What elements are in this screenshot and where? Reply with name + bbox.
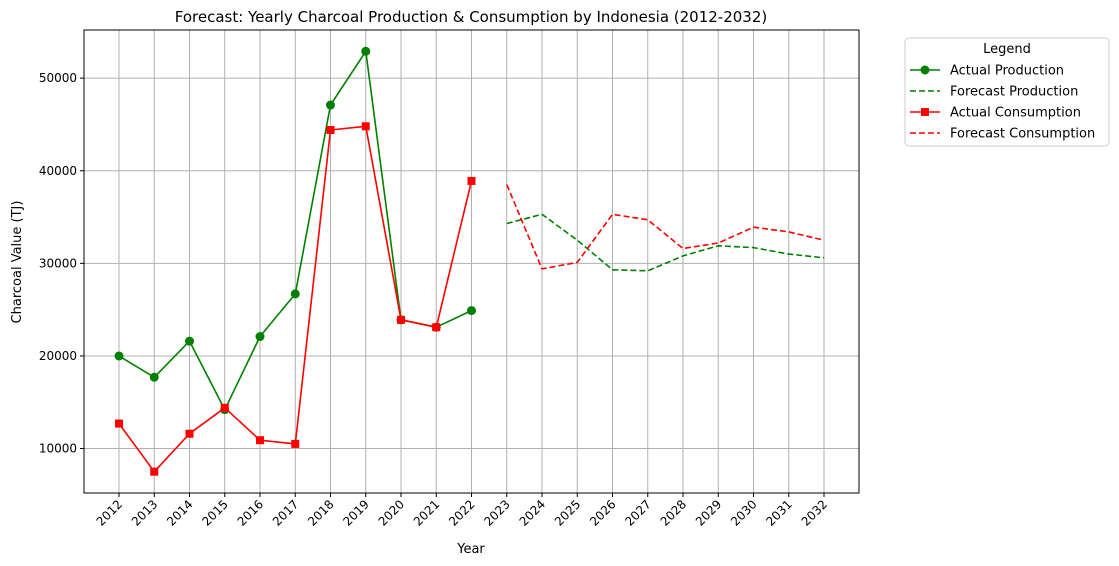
actual-consumption-point	[256, 436, 264, 445]
x-tick-label: 2014	[164, 497, 195, 528]
legend-marker-actual-production	[920, 65, 930, 75]
y-tick-label: 20000	[39, 349, 77, 363]
x-tick-label: 2017	[270, 497, 301, 528]
x-tick-label: 2022	[446, 497, 477, 528]
y-tick-label: 30000	[39, 256, 77, 270]
legend: Legend Actual Production Forecast Product…	[904, 37, 1110, 147]
x-tick-label: 2031	[763, 497, 794, 528]
x-tick-label: 2025	[552, 497, 583, 528]
legend-label-forecast-production: Forecast Production	[950, 85, 1078, 100]
actual-consumption-point	[220, 403, 229, 412]
y-tick-label: 10000	[39, 442, 77, 456]
x-tick-label: 2019	[340, 497, 371, 528]
y-axis-label: Charcoal Value (TJ)	[10, 201, 25, 324]
forecast-production-line	[506, 213, 825, 272]
series-forecast-consumption	[506, 184, 825, 270]
actual-consumption-point	[185, 429, 194, 438]
chart-title: Forecast: Yearly Charcoal Production & C…	[175, 8, 768, 26]
x-tick-label: 2020	[376, 497, 407, 528]
x-tick-label: 2018	[305, 497, 336, 528]
x-tick-label: 2027	[622, 497, 653, 528]
x-tick-label: 2024	[517, 497, 548, 528]
actual-production-point	[361, 46, 371, 56]
actual-consumption-point	[291, 439, 300, 448]
actual-consumption-point	[432, 323, 441, 332]
actual-production-point	[149, 372, 159, 382]
actual-production-point	[467, 306, 476, 316]
plot-area	[114, 46, 825, 476]
actual-consumption-point	[115, 419, 123, 428]
legend-box	[904, 37, 1110, 147]
actual-production-point	[290, 289, 300, 299]
x-axis-label: Year	[456, 542, 485, 557]
x-tick-label: 2032	[799, 497, 830, 528]
y-axis: 10000 20000 30000 40000 50000	[39, 71, 84, 456]
x-tick-label: 2030	[728, 497, 759, 528]
actual-consumption-point	[326, 126, 335, 135]
series-actual-consumption	[115, 122, 476, 476]
legend-title: Legend	[983, 42, 1031, 57]
x-tick-label: 2029	[693, 497, 724, 528]
actual-consumption-point	[397, 315, 405, 324]
actual-production-point	[185, 336, 194, 346]
series-forecast-production	[506, 213, 825, 272]
y-tick-label: 50000	[39, 71, 77, 85]
x-tick-label: 2023	[481, 497, 512, 528]
x-tick-label: 2026	[587, 497, 618, 528]
actual-consumption-point	[361, 122, 370, 131]
x-tick-label: 2015	[199, 497, 230, 528]
actual-production-point	[255, 332, 265, 342]
grid-lines	[84, 30, 859, 493]
x-tick-label: 2028	[658, 497, 689, 528]
x-tick-label: 2021	[411, 497, 442, 528]
legend-label-forecast-consumption: Forecast Consumption	[950, 127, 1095, 142]
y-tick-label: 40000	[39, 164, 77, 178]
legend-label-actual-consumption: Actual Consumption	[950, 106, 1081, 121]
actual-production-point	[326, 100, 335, 110]
legend-items: Actual Production Forecast Production Actu…	[910, 64, 1095, 142]
x-tick-label: 2016	[235, 497, 266, 528]
x-tick-label: 2012	[94, 497, 125, 528]
actual-production-point	[114, 351, 124, 361]
forecast-consumption-line	[506, 184, 825, 270]
actual-consumption-point	[467, 176, 476, 185]
legend-label-actual-production: Actual Production	[950, 64, 1064, 79]
x-axis: 2012 2013 2014 2015 2016 2017 2018 2019 2020 2021…	[94, 493, 830, 529]
legend-marker-actual-consumption	[921, 108, 929, 116]
actual-consumption-point	[150, 467, 159, 476]
x-tick-label: 2013	[129, 497, 160, 528]
